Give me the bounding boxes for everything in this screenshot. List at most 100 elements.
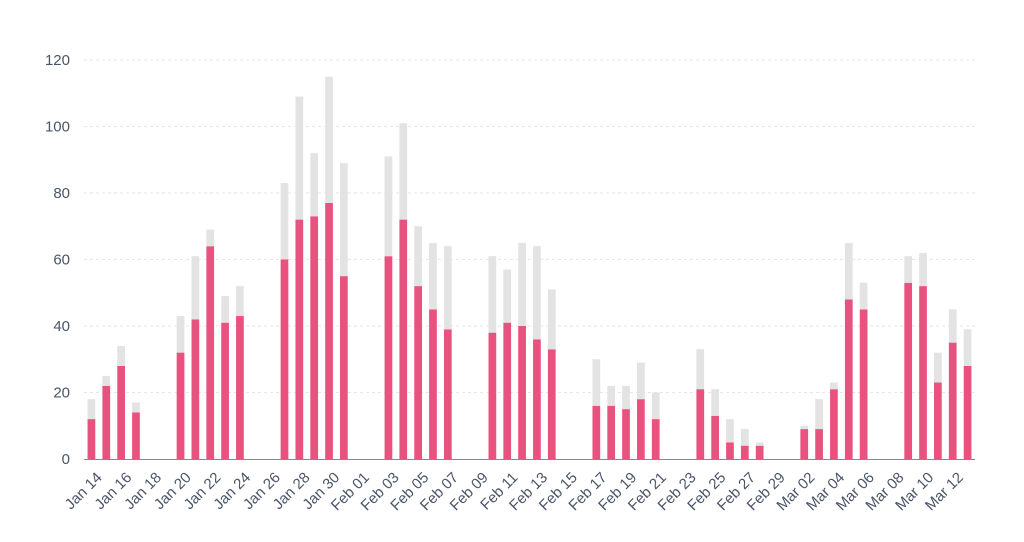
bar-secondary <box>637 362 645 400</box>
bar-secondary <box>236 286 244 317</box>
bar-primary <box>176 352 185 459</box>
bar-primary <box>443 329 452 459</box>
bar-secondary <box>934 352 942 383</box>
bar-secondary <box>859 282 868 310</box>
bar-primary <box>191 319 200 459</box>
bar-secondary <box>399 123 408 220</box>
bar-secondary <box>340 163 348 277</box>
bar-secondary <box>325 76 333 203</box>
bar-primary <box>859 309 868 459</box>
bar-secondary <box>533 246 541 340</box>
bar-secondary <box>963 329 972 366</box>
bar-primary <box>755 445 764 459</box>
bar-secondary <box>726 419 734 443</box>
bar-secondary <box>280 183 289 260</box>
y-tick-label: 80 <box>53 185 70 202</box>
bar-secondary <box>740 429 749 446</box>
bar-primary <box>607 405 616 459</box>
bar-secondary <box>488 256 497 333</box>
bars-layer <box>87 76 972 459</box>
y-axis: 0 20 40 60 80 100 120 <box>45 52 70 468</box>
bar-secondary <box>592 359 601 406</box>
bar-secondary <box>384 156 393 257</box>
bar-secondary <box>607 385 616 406</box>
bar-primary <box>221 322 229 459</box>
bar-secondary <box>830 382 838 390</box>
bar-primary <box>696 389 705 459</box>
bar-secondary <box>443 246 452 330</box>
bar-secondary <box>919 252 927 287</box>
bar-secondary <box>176 316 185 353</box>
bar-primary <box>592 405 601 459</box>
bar-primary <box>236 316 244 459</box>
y-tick-label: 100 <box>45 119 70 136</box>
grid-layer <box>84 59 975 393</box>
bar-primary <box>547 349 556 459</box>
y-tick-label: 120 <box>45 52 70 69</box>
bar-primary <box>206 246 215 459</box>
bar-primary <box>340 276 348 459</box>
bar-primary <box>800 429 809 459</box>
bar-secondary <box>102 375 111 386</box>
bar-primary <box>711 415 719 459</box>
bar-secondary <box>132 402 140 413</box>
bar-primary <box>518 326 526 459</box>
bar-secondary <box>117 345 125 366</box>
bar-secondary <box>755 442 764 446</box>
bar-secondary <box>191 256 200 320</box>
bar-secondary <box>295 96 304 220</box>
bar-secondary <box>206 229 215 247</box>
y-tick-label: 0 <box>62 451 70 468</box>
bar-primary <box>503 322 512 459</box>
bar-primary <box>815 429 823 459</box>
bar-secondary <box>800 425 809 430</box>
bar-primary <box>904 282 913 459</box>
bar-secondary <box>429 242 437 310</box>
bar-secondary <box>547 289 556 350</box>
bar-primary <box>310 216 319 459</box>
bar-primary <box>844 299 853 459</box>
bar-secondary <box>87 399 96 420</box>
bar-secondary <box>696 349 705 390</box>
bar-primary <box>399 219 408 459</box>
bar-primary <box>87 419 96 459</box>
bar-primary <box>488 332 497 459</box>
bar-primary <box>948 342 957 459</box>
bar-primary <box>622 409 630 459</box>
y-tick-label: 40 <box>53 318 70 335</box>
bar-secondary <box>310 153 319 217</box>
bar-primary <box>533 339 541 459</box>
bar-primary <box>384 256 393 459</box>
y-tick-label: 60 <box>53 252 70 269</box>
bar-primary <box>414 286 422 459</box>
bar-secondary <box>815 399 823 430</box>
bar-primary <box>934 382 942 459</box>
bar-secondary <box>651 392 660 420</box>
bar-primary <box>295 219 304 459</box>
bar-secondary <box>414 226 422 287</box>
bar-secondary <box>622 385 630 410</box>
bar-primary <box>651 419 660 459</box>
bar-primary <box>429 309 437 459</box>
bar-primary <box>726 442 734 459</box>
bar-secondary <box>503 269 512 323</box>
bar-primary <box>830 389 838 459</box>
bar-primary <box>919 286 927 459</box>
bar-secondary <box>221 296 229 323</box>
y-tick-label: 20 <box>53 385 70 402</box>
bar-secondary <box>904 256 913 283</box>
bar-primary <box>325 202 333 459</box>
bar-primary <box>740 445 749 459</box>
bar-primary <box>963 365 972 459</box>
bar-primary <box>637 399 645 459</box>
bar-primary <box>132 412 140 459</box>
bar-primary <box>117 365 125 459</box>
bar-secondary <box>948 309 957 343</box>
bar-secondary <box>518 242 526 326</box>
bar-primary <box>102 385 111 459</box>
bar-secondary <box>844 242 853 300</box>
bar-secondary <box>711 389 719 416</box>
